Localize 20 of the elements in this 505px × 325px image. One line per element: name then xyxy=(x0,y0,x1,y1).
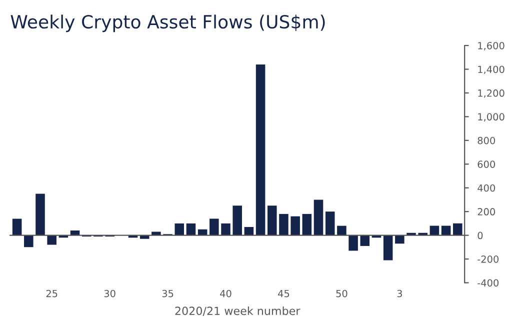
y-tick-label: -400 xyxy=(478,279,499,287)
y-tick-label: 1,000 xyxy=(478,113,504,122)
y-tick-label: 400 xyxy=(478,184,496,192)
x-axis-title: 2020/21 week number xyxy=(175,306,300,316)
chart-title: Weekly Crypto Asset Flows (US$m) xyxy=(10,14,325,32)
x-tick-label: 25 xyxy=(46,290,58,298)
x-tick-label: 35 xyxy=(162,290,174,298)
y-tick-label: 0 xyxy=(478,232,483,240)
y-tick-label: 200 xyxy=(478,208,496,216)
y-tick-label: 1,400 xyxy=(478,66,504,74)
x-tick-label: 30 xyxy=(104,290,116,298)
x-tick-label: 50 xyxy=(336,290,348,298)
y-tick-label: 600 xyxy=(478,160,496,168)
y-tick-label: -200 xyxy=(478,256,499,263)
x-tick-label: 45 xyxy=(278,290,290,298)
x-tick-label: 40 xyxy=(220,290,232,298)
y-tick-label: 1,600 xyxy=(478,42,504,50)
y-tick-label: 800 xyxy=(478,136,496,144)
y-tick-label: 1,200 xyxy=(478,89,504,98)
x-tick-label: 3 xyxy=(397,290,402,298)
